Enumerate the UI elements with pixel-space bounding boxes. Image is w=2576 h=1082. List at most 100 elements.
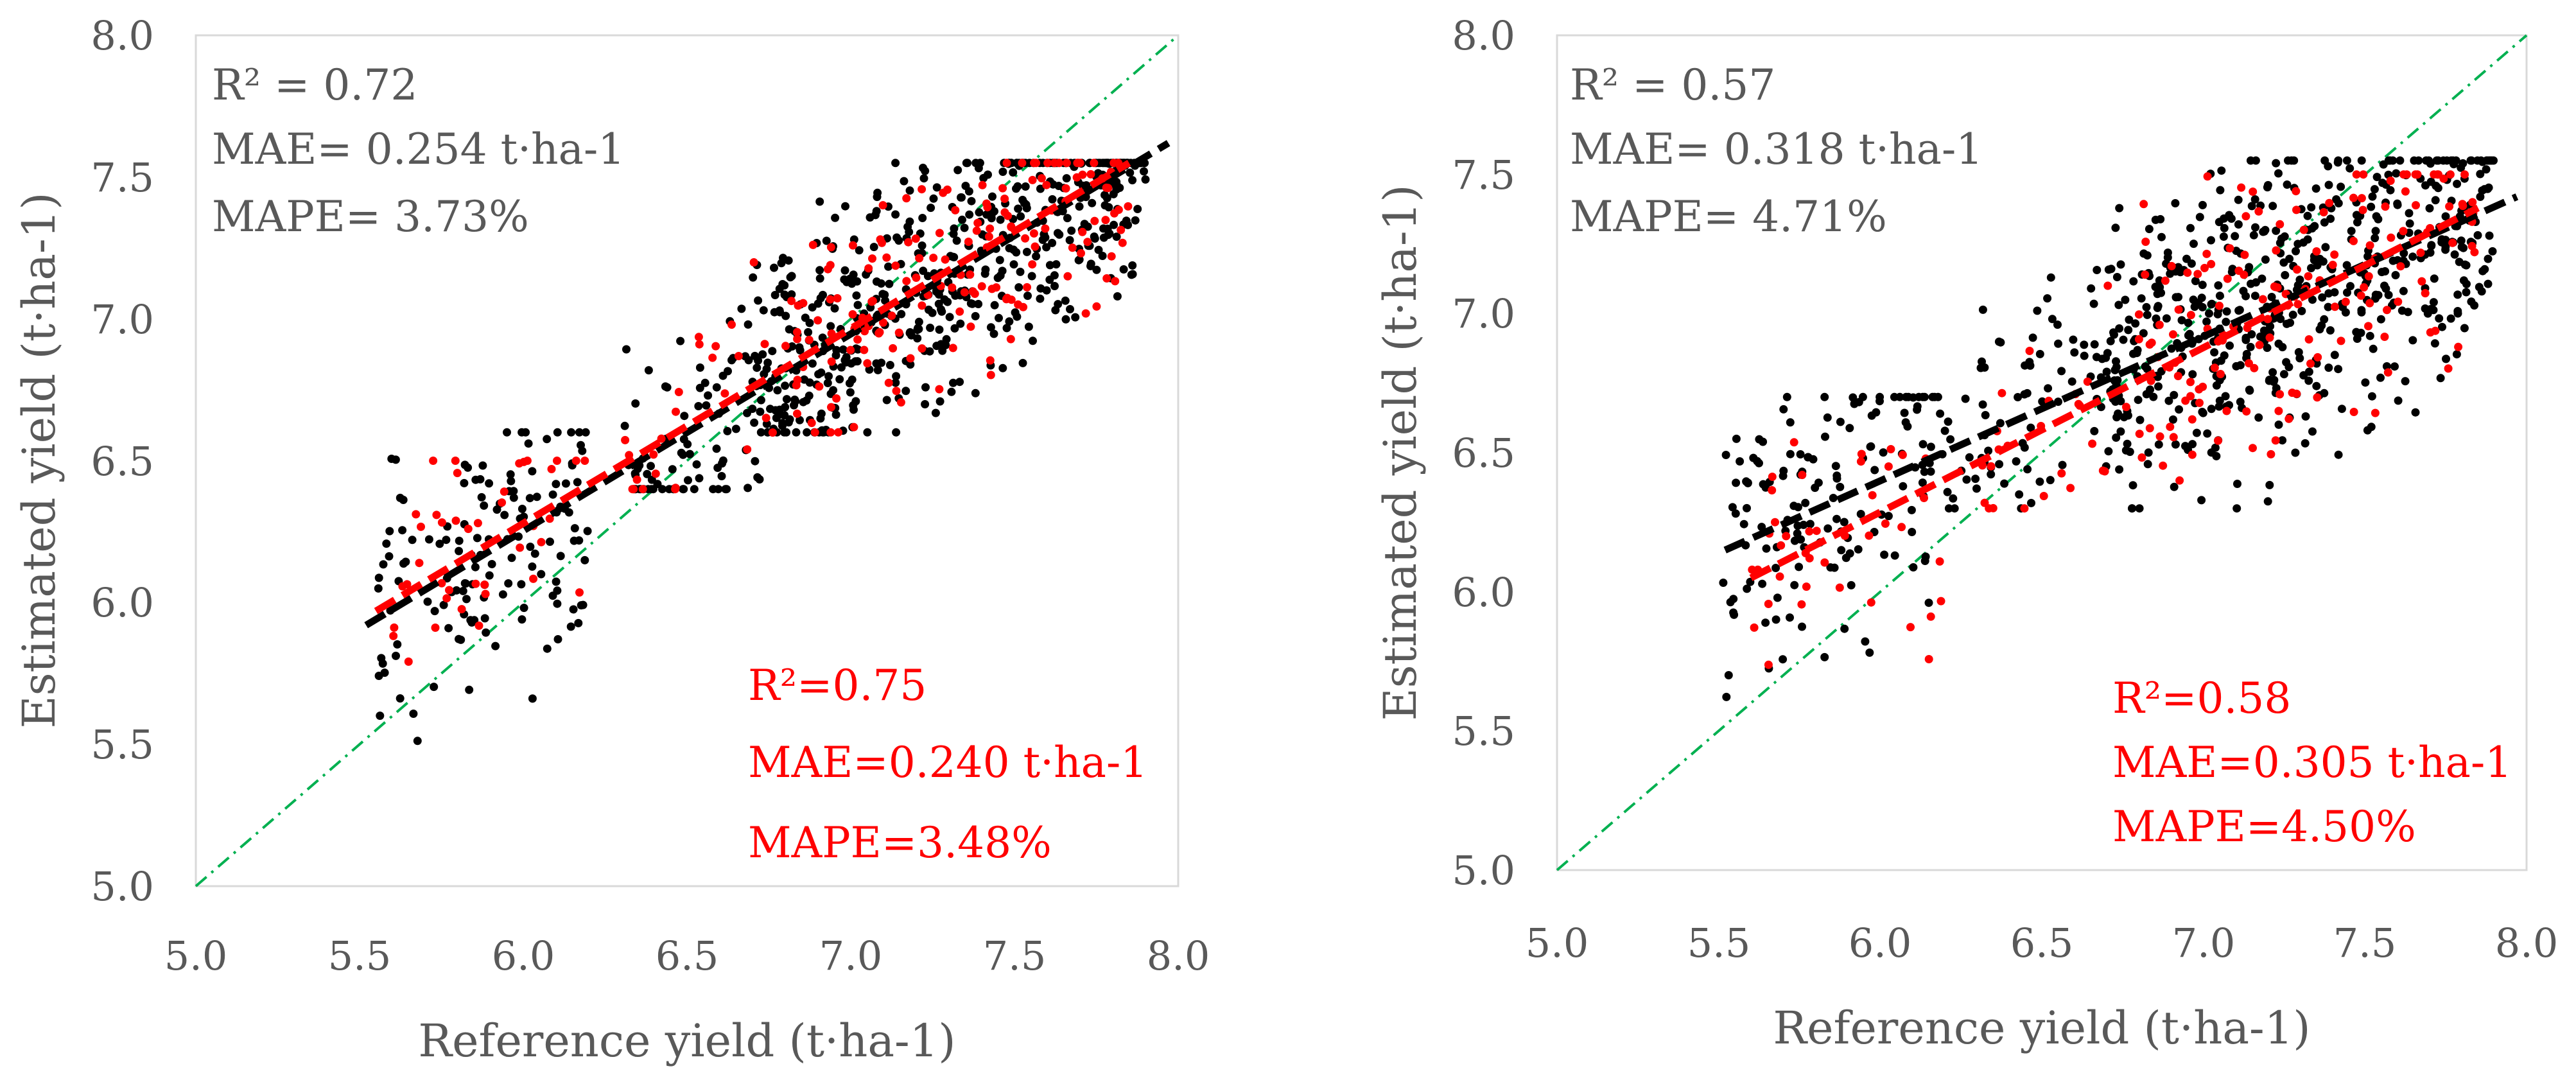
validation-point bbox=[2417, 277, 2426, 286]
validation-point bbox=[2349, 236, 2358, 245]
calibration-point bbox=[1836, 417, 1845, 426]
calibration-point bbox=[2203, 429, 2212, 438]
validation-point bbox=[846, 345, 855, 354]
validation-point bbox=[992, 283, 1001, 292]
validation-point bbox=[2195, 398, 2204, 407]
calibration-point bbox=[971, 311, 980, 320]
calibration-point bbox=[546, 537, 554, 546]
validation-point bbox=[2313, 353, 2322, 362]
validation-point bbox=[1935, 557, 1944, 566]
calibration-point bbox=[393, 640, 402, 649]
validation-point bbox=[537, 537, 546, 546]
calibration-point bbox=[958, 215, 966, 224]
calibration-point bbox=[580, 555, 589, 564]
calibration-point bbox=[721, 485, 730, 494]
validation-point bbox=[2383, 368, 2392, 377]
calibration-point bbox=[2232, 362, 2241, 371]
calibration-point bbox=[1140, 167, 1148, 176]
calibration-point bbox=[478, 461, 487, 470]
calibration-point bbox=[2194, 335, 2203, 344]
calibration-point bbox=[1724, 671, 1733, 679]
calibration-point bbox=[1005, 317, 1014, 326]
calibration-point bbox=[777, 259, 786, 268]
calibration-point bbox=[2198, 302, 2207, 311]
calibration-point bbox=[470, 616, 479, 625]
calibration-point bbox=[1996, 419, 2005, 428]
calibration-point bbox=[2046, 476, 2055, 485]
calibration-point bbox=[408, 536, 417, 545]
calibration-point bbox=[2259, 326, 2268, 335]
calibration-point bbox=[374, 672, 383, 680]
calibration-point bbox=[2455, 257, 2464, 266]
fit-line-calibration-left bbox=[364, 140, 1171, 629]
calibration-point bbox=[1854, 545, 1863, 554]
calibration-point bbox=[814, 299, 822, 308]
validation-point bbox=[1750, 623, 1759, 632]
calibration-point bbox=[2192, 428, 2201, 437]
calibration-point bbox=[927, 204, 936, 213]
y-tick-label: 6.5 bbox=[1452, 430, 1515, 476]
calibration-point bbox=[2080, 340, 2089, 349]
calibration-point bbox=[2386, 186, 2395, 195]
calibration-point bbox=[556, 552, 565, 561]
calibration-point bbox=[2270, 376, 2279, 385]
calibration-point bbox=[518, 505, 527, 513]
calibration-point bbox=[1984, 446, 1993, 455]
calibration-point bbox=[2482, 165, 2491, 174]
validation-point bbox=[671, 484, 680, 493]
calibration-point bbox=[786, 273, 795, 282]
calibration-point bbox=[835, 375, 844, 384]
validation-point bbox=[1061, 184, 1070, 193]
calibration-point bbox=[569, 605, 578, 614]
calibration-point bbox=[2195, 213, 2204, 222]
validation-point bbox=[1110, 159, 1118, 168]
calibration-point bbox=[2368, 192, 2377, 201]
validation-point bbox=[412, 510, 421, 519]
calibration-point bbox=[2171, 199, 2180, 207]
calibration-point bbox=[1758, 579, 1767, 588]
validation-point bbox=[417, 522, 425, 531]
calibration-point bbox=[984, 170, 992, 179]
calibration-point bbox=[937, 305, 945, 314]
calibration-point bbox=[1879, 448, 1888, 457]
validation-point bbox=[2039, 492, 2048, 500]
calibration-point bbox=[2399, 286, 2408, 295]
calibration-point bbox=[2278, 436, 2287, 445]
calibration-point bbox=[583, 527, 592, 536]
calibration-point bbox=[2057, 367, 2066, 376]
stat-line: R² = 0.72 bbox=[212, 60, 417, 110]
x-axis-title-right: Reference yield (t·ha-1) bbox=[1773, 1002, 2310, 1054]
calibration-point bbox=[2141, 362, 2150, 371]
calibration-point bbox=[2410, 156, 2419, 165]
calibration-point bbox=[744, 484, 753, 493]
validation-point bbox=[2263, 315, 2272, 324]
validation-point bbox=[1856, 457, 1865, 466]
calibration-point bbox=[772, 406, 781, 415]
validation-point bbox=[708, 353, 717, 362]
calibration-point bbox=[936, 397, 944, 406]
validation-point bbox=[1021, 234, 1030, 243]
validation-point bbox=[2155, 320, 2164, 329]
calibration-point bbox=[665, 485, 674, 494]
calibration-point bbox=[1050, 271, 1059, 280]
calibration-point bbox=[2067, 377, 2076, 386]
validation-point bbox=[955, 307, 964, 316]
calibration-point bbox=[2219, 232, 2228, 241]
validation-point bbox=[2299, 225, 2308, 234]
calibration-point bbox=[782, 395, 791, 404]
validation-point bbox=[826, 243, 835, 252]
calibration-point bbox=[1128, 261, 1137, 270]
calibration-point bbox=[1009, 260, 1018, 269]
validation-point bbox=[389, 631, 398, 640]
calibration-point bbox=[1936, 409, 1945, 418]
calibration-point bbox=[935, 325, 944, 334]
calibration-point bbox=[1018, 358, 1027, 367]
calibration-point bbox=[2303, 211, 2312, 220]
calibration-point bbox=[653, 480, 662, 489]
calibration-point bbox=[770, 263, 778, 272]
validation-point bbox=[1062, 159, 1071, 168]
validation-point bbox=[2401, 187, 2410, 196]
validation-point bbox=[1050, 159, 1059, 168]
calibration-point bbox=[2307, 264, 2315, 272]
calibration-point bbox=[2376, 373, 2385, 382]
